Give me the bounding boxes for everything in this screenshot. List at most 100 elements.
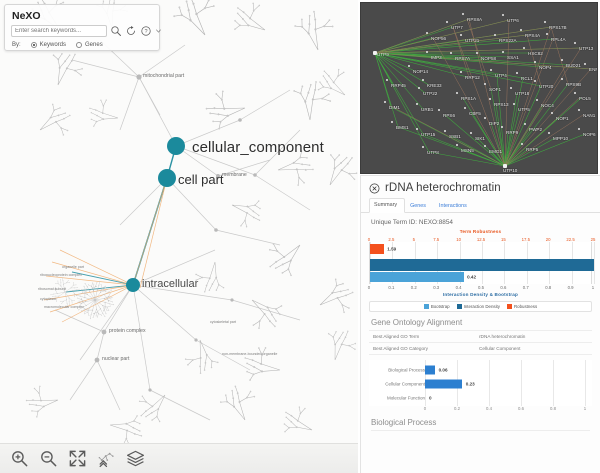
go-category-chart: Biological Process 0.06 Cellular Component… (369, 360, 592, 406)
gene-node[interactable] (446, 21, 449, 24)
ontology-tree-graphic (20, 0, 358, 451)
gene-node[interactable] (546, 33, 549, 36)
gene-node[interactable] (408, 65, 411, 68)
gene-node[interactable] (416, 128, 419, 131)
gene-node[interactable] (516, 72, 519, 75)
gene-node[interactable] (510, 87, 513, 90)
gene-node[interactable] (521, 143, 524, 146)
gene-node[interactable] (561, 59, 564, 62)
tree-node-cell-part[interactable] (158, 169, 176, 187)
gene-interaction-network[interactable]: RPS8A UTP6 UTP7 RPS17B NOP56 UTP21 RPS22A RPS4A… (360, 2, 598, 174)
axis-tick: 0 (367, 237, 371, 242)
legend-label-bootstrap: Bootstrap (430, 304, 450, 309)
tab-summary[interactable]: Summary (369, 198, 406, 213)
axis-tick: 0.3 (433, 285, 440, 290)
gene-node[interactable] (502, 51, 505, 54)
search-panel[interactable]: NeXO ? By: Keywords (4, 4, 162, 51)
search-input[interactable] (11, 25, 107, 37)
gene-node[interactable] (524, 123, 527, 126)
gene-node[interactable] (534, 61, 537, 64)
gene-node[interactable] (418, 87, 421, 90)
gene-node[interactable] (489, 98, 492, 101)
gene-node[interactable] (484, 145, 487, 148)
help-icon[interactable]: ? (140, 25, 152, 37)
gene-node[interactable] (513, 103, 516, 106)
detail-header: rDNA heterochromatin (361, 176, 600, 198)
gene-node[interactable] (561, 78, 564, 81)
gene-node-utp9-hub[interactable] (373, 51, 377, 55)
search-icon[interactable] (110, 25, 122, 37)
gene-node[interactable] (464, 107, 467, 110)
gene-node[interactable] (460, 71, 463, 74)
go-bar-value-label: 0 (429, 395, 432, 401)
ontology-tree-panel[interactable]: cellular_component cell part intracellul… (0, 0, 358, 473)
gene-node[interactable] (460, 34, 463, 37)
gene-node[interactable] (578, 109, 581, 112)
gridline (585, 360, 586, 406)
zoom-in-icon[interactable] (10, 449, 29, 468)
tab-interactions[interactable]: Interactions (438, 203, 467, 209)
radio-keywords[interactable] (30, 42, 37, 48)
gene-node[interactable] (476, 52, 479, 55)
gene-node[interactable] (520, 29, 523, 32)
refresh-icon[interactable] (125, 25, 137, 37)
gene-node[interactable] (416, 103, 419, 106)
chart1-bottom-axis-label: Interaction Density & Bootstrap (442, 292, 519, 297)
gene-node[interactable] (426, 32, 429, 35)
legend-item-robustness[interactable]: Robustness (506, 304, 537, 309)
gene-node[interactable] (438, 109, 441, 112)
divider (371, 430, 590, 431)
detail-tabs[interactable]: Summary Genes Interactions (361, 198, 600, 213)
close-circle-icon[interactable] (369, 183, 380, 194)
go-category-axis: 0 0.2 0.4 0.6 0.8 1 (369, 406, 592, 414)
collapse-network-icon[interactable] (97, 449, 116, 468)
network-edges (374, 18, 592, 167)
chevron-down-icon[interactable] (155, 25, 162, 37)
gene-node[interactable] (462, 13, 465, 16)
tree-node-cellular-component[interactable] (167, 137, 185, 155)
gene-node[interactable] (384, 101, 387, 104)
gene-node[interactable] (470, 132, 473, 135)
gene-node[interactable] (523, 47, 526, 50)
tree-node-intracellular[interactable] (126, 278, 140, 292)
axis-tick: 0.8 (550, 406, 556, 411)
gene-node[interactable] (544, 21, 547, 24)
radio-genes-label: Genes (85, 42, 103, 48)
zoom-out-icon[interactable] (39, 449, 58, 468)
axis-tick: 1 (583, 406, 587, 411)
gene-node[interactable] (490, 69, 493, 72)
gene-node[interactable] (456, 144, 459, 147)
layers-icon[interactable] (126, 449, 145, 468)
gene-node[interactable] (456, 92, 459, 95)
gene-node[interactable] (494, 34, 497, 37)
radio-genes[interactable] (76, 42, 83, 48)
gene-node-utp10-hub[interactable] (503, 164, 507, 168)
gene-node[interactable] (574, 92, 577, 95)
chart1-top-axis-label: Term Robustness (459, 229, 502, 234)
gene-node[interactable] (484, 117, 487, 120)
gene-node[interactable] (422, 79, 425, 82)
gene-node[interactable] (391, 121, 394, 124)
gene-node[interactable] (501, 126, 504, 129)
legend-item-interaction-density[interactable]: Interaction Density (456, 304, 500, 309)
tab-genes[interactable]: Genes (410, 203, 426, 209)
gene-node[interactable] (386, 79, 389, 82)
gene-node[interactable] (422, 146, 425, 149)
view-toolbar[interactable] (0, 443, 358, 473)
gene-node[interactable] (574, 42, 577, 45)
legend-item-bootstrap[interactable]: Bootstrap (423, 304, 450, 309)
gene-node[interactable] (426, 51, 429, 54)
gene-node[interactable] (534, 80, 537, 83)
gene-node[interactable] (444, 130, 447, 133)
gene-node[interactable] (502, 14, 505, 17)
fit-to-screen-icon[interactable] (68, 449, 87, 468)
gene-node[interactable] (578, 128, 581, 131)
gene-node[interactable] (536, 99, 539, 102)
gene-node[interactable] (551, 112, 554, 115)
gene-node[interactable] (584, 63, 587, 66)
term-detail-panel[interactable]: rDNA heterochromatin Summary Genes Inter… (360, 175, 600, 473)
gene-node[interactable] (484, 83, 487, 86)
gene-node[interactable] (548, 132, 551, 135)
axis-tick: 12.5 (476, 237, 486, 242)
gene-node[interactable] (450, 52, 453, 55)
